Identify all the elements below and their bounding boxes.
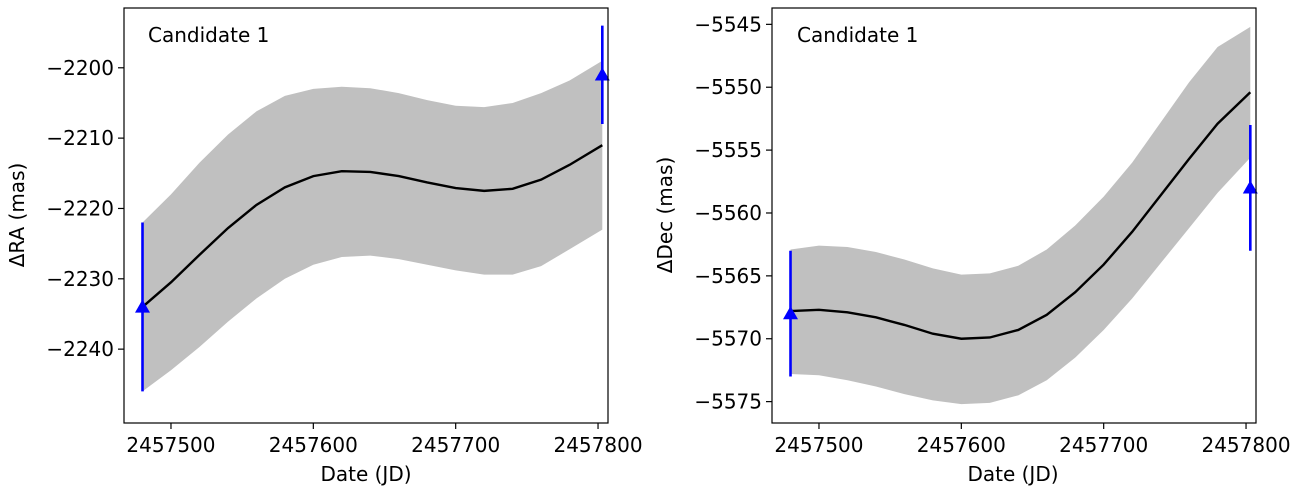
dec-data-point [1242, 180, 1258, 194]
dec-plot-area [783, 26, 1258, 405]
ra-x-tick-label: 2457700 [411, 433, 500, 457]
dec-x-tick-label: 2457600 [917, 433, 1006, 457]
dec-annotation: Candidate 1 [797, 23, 918, 47]
dec-y-tick-label: −5560 [694, 201, 762, 225]
ra-y-axis-label: ΔRA (mas) [5, 163, 29, 268]
dec-y-tick-label: −5575 [694, 390, 762, 414]
dec-y-tick-label: −5550 [694, 75, 762, 99]
ra-y-tick-label: −2210 [46, 126, 114, 150]
ra-y-ticks: −2240 −2230 −2220 −2210 −2200 [46, 56, 124, 361]
dec-x-tick-label: 2457500 [774, 433, 863, 457]
dec-y-tick-label: −5545 [694, 12, 762, 36]
dec-x-ticks: 2457500 2457600 2457700 2457800 [774, 423, 1291, 457]
dec-y-tick-label: −5570 [694, 327, 762, 351]
dec-model-curve [790, 91, 1252, 340]
ra-annotation: Candidate 1 [148, 23, 269, 47]
dec-y-ticks: −5575 −5570 −5565 −5560 −5555 −5550 −5545 [694, 12, 772, 414]
ra-x-tick-label: 2457600 [269, 433, 358, 457]
ra-x-ticks: 2457500 2457600 2457700 2457800 [126, 423, 643, 457]
dec-uncertainty-band [790, 26, 1251, 405]
ra-plot-area [135, 25, 610, 392]
dec-x-axis-label: Date (JD) [967, 462, 1058, 486]
ra-panel: −2240 −2230 −2220 −2210 −2200 2457500 2457600… [5, 7, 643, 486]
dec-y-tick-label: −5555 [694, 138, 762, 162]
ra-y-tick-label: −2240 [46, 337, 114, 361]
ra-y-tick-label: −2220 [46, 196, 114, 220]
ra-axes-frame [123, 7, 609, 424]
ra-x-tick-label: 2457500 [126, 433, 215, 457]
dec-x-tick-label: 2457700 [1059, 433, 1148, 457]
dec-y-tick-label: −5565 [694, 264, 762, 288]
ra-x-tick-label: 2457800 [553, 433, 642, 457]
dec-axes-frame [771, 7, 1257, 424]
dec-panel: −5575 −5570 −5565 −5560 −5555 −5550 −5545 2457… [653, 7, 1291, 486]
ra-x-axis-label: Date (JD) [320, 462, 411, 486]
ra-uncertainty-band [142, 60, 603, 392]
ra-model-curve [141, 144, 603, 308]
dec-data-point [783, 306, 799, 320]
ra-y-tick-label: −2230 [46, 267, 114, 291]
ra-y-tick-label: −2200 [46, 56, 114, 80]
dec-y-axis-label: ΔDec (mas) [653, 157, 677, 274]
ra-data-point [135, 299, 151, 313]
dec-x-tick-label: 2457800 [1201, 433, 1290, 457]
ra-data-point [594, 67, 610, 81]
